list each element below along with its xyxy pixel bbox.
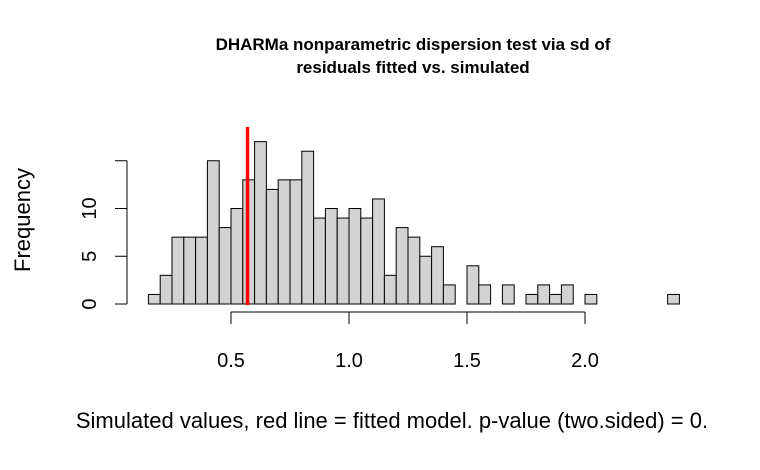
histogram-bar [549, 293, 562, 305]
chart-title-line-2: residuals fitted vs. simulated [296, 58, 529, 77]
histogram-bar [667, 293, 680, 305]
histogram-bar [324, 208, 338, 305]
chart-title-line-1: DHARMa nonparametric dispersion test via… [216, 35, 611, 54]
histogram-bar [466, 265, 480, 305]
histogram-bar [383, 274, 397, 305]
histogram-bar [195, 236, 208, 305]
histogram-bars [147, 141, 680, 305]
y-axis: 0 5 10 [79, 160, 128, 310]
x-axis-label: Simulated values, red line = fitted mode… [76, 408, 708, 433]
histogram-bar [348, 208, 362, 305]
histogram-bar [277, 179, 291, 305]
histogram-bar [501, 284, 515, 305]
x-axis: 0.5 1.0 1.5 2.0 [217, 311, 599, 372]
histogram-bar [206, 160, 220, 305]
histogram-bar [560, 284, 574, 305]
histogram-bar [525, 293, 539, 305]
histogram-bar [171, 236, 185, 305]
x-tick-label: 1.0 [335, 350, 363, 372]
histogram-bar [360, 217, 374, 305]
histogram-bar [442, 284, 456, 305]
histogram-bar [407, 236, 421, 305]
histogram-bar [372, 198, 385, 305]
x-tick-label: 2.0 [571, 350, 599, 372]
x-tick-label: 1.5 [453, 350, 481, 372]
y-axis-label: Frequency [10, 168, 35, 272]
histogram-bar [537, 284, 551, 305]
histogram-bar [419, 255, 433, 305]
histogram-bar [159, 274, 173, 305]
y-tick-label: 5 [79, 251, 101, 262]
histogram-bar [431, 246, 444, 305]
histogram-bar [289, 179, 303, 305]
histogram-bar [336, 217, 350, 305]
histogram-bar [147, 293, 161, 305]
histogram-bar [183, 236, 197, 305]
histogram-bar [265, 188, 279, 305]
y-tick-label: 0 [79, 298, 101, 309]
y-tick-label: 10 [79, 197, 101, 219]
histogram-bar [218, 227, 232, 305]
histogram-bar [301, 150, 315, 305]
histogram-bar [478, 284, 492, 305]
histogram-bar [395, 227, 409, 305]
histogram-bar [313, 217, 326, 305]
histogram-bar [254, 141, 267, 305]
histogram-bar [230, 208, 244, 305]
x-tick-label: 0.5 [217, 350, 245, 372]
histogram-bar [584, 293, 598, 305]
